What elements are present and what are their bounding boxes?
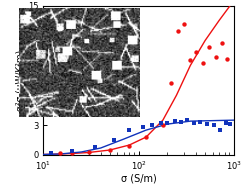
Point <box>108 149 112 152</box>
Point <box>176 29 180 32</box>
Point <box>207 46 211 49</box>
Point <box>205 123 209 126</box>
Point <box>58 152 62 155</box>
Point <box>70 151 74 154</box>
Point <box>224 122 228 125</box>
Point <box>173 120 177 123</box>
Point <box>218 129 222 132</box>
Point <box>49 151 53 154</box>
Point <box>169 82 173 85</box>
Point <box>182 22 186 25</box>
Point <box>201 62 205 65</box>
Point <box>228 123 232 126</box>
Point <box>141 126 144 129</box>
Point <box>70 149 74 153</box>
Point <box>192 122 196 125</box>
Point <box>225 58 229 61</box>
Point <box>185 119 189 122</box>
Point <box>188 59 192 62</box>
Point <box>144 136 148 139</box>
Point <box>93 146 97 149</box>
Point <box>212 124 216 127</box>
Point <box>127 129 131 132</box>
Point <box>151 124 154 127</box>
Point <box>198 121 202 124</box>
Point <box>159 122 162 125</box>
Point <box>165 122 169 125</box>
X-axis label: σ (S/m): σ (S/m) <box>121 174 156 184</box>
Point <box>112 139 116 142</box>
Point <box>214 56 218 59</box>
Point <box>127 145 131 148</box>
Point <box>179 121 183 124</box>
Y-axis label: α²σ (μW/K²m): α²σ (μW/K²m) <box>16 50 25 111</box>
Point <box>87 150 91 153</box>
Point <box>194 51 198 54</box>
Point <box>161 124 165 127</box>
Point <box>220 42 224 45</box>
